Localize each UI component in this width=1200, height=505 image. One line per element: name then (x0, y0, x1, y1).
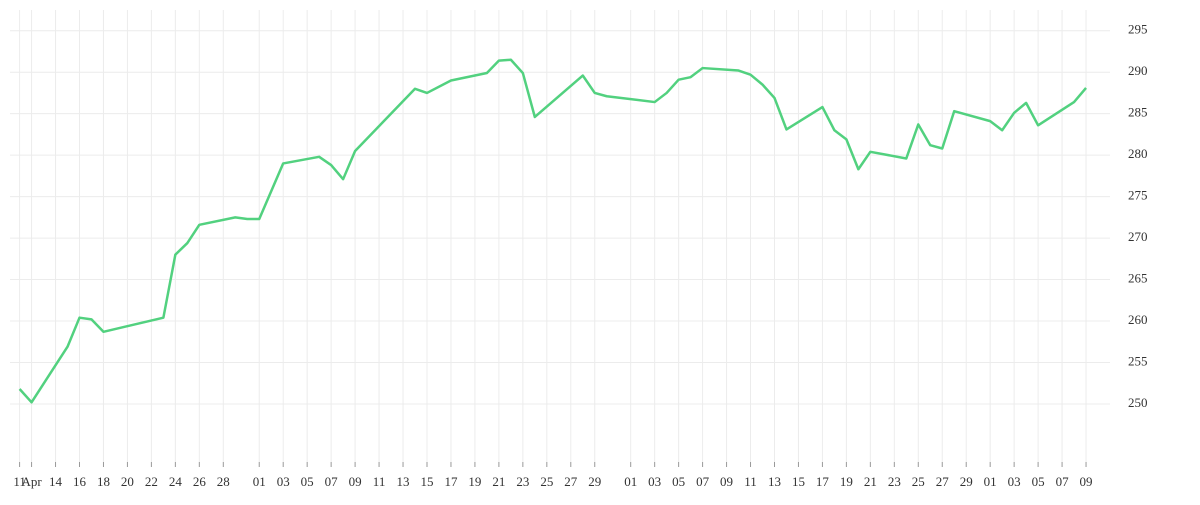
x-tick-label: 21 (492, 474, 505, 489)
x-tick-label: 15 (792, 474, 805, 489)
x-tick-label: 01 (624, 474, 637, 489)
x-tick-label: 07 (325, 474, 339, 489)
x-tick-label: 14 (49, 474, 63, 489)
x-tick-label: Apr (21, 474, 42, 489)
x-tick-label: 13 (768, 474, 781, 489)
x-tick-label: 19 (468, 474, 481, 489)
y-tick-label: 290 (1128, 63, 1148, 78)
x-tick-label: 07 (1056, 474, 1070, 489)
x-tick-label: 05 (1032, 474, 1045, 489)
price-line (18, 58, 1087, 404)
x-tick-label: 16 (73, 474, 87, 489)
x-tick-label: 07 (696, 474, 710, 489)
x-tick-label: 09 (720, 474, 733, 489)
x-tick-label: 15 (420, 474, 433, 489)
x-tick-label: 27 (564, 474, 578, 489)
y-tick-label: 265 (1128, 271, 1148, 286)
x-tick-label: 03 (1008, 474, 1021, 489)
x-tick-label: 29 (588, 474, 601, 489)
y-tick-label: 280 (1128, 146, 1148, 161)
y-tick-label: 250 (1128, 395, 1148, 410)
x-tick-label: 11 (744, 474, 757, 489)
x-tick-label: 01 (984, 474, 997, 489)
x-tick-label: 17 (444, 474, 458, 489)
x-tick-label: 23 (516, 474, 529, 489)
y-tick-label: 255 (1128, 353, 1148, 368)
x-tick-label: 23 (888, 474, 901, 489)
x-tick-label: 22 (145, 474, 158, 489)
x-tick-label: 21 (864, 474, 877, 489)
x-tick-label: 28 (217, 474, 230, 489)
x-tick-label: 18 (97, 474, 110, 489)
x-tick-label: 29 (960, 474, 973, 489)
x-tick-label: 27 (936, 474, 950, 489)
x-tick-label: 19 (840, 474, 853, 489)
x-tick-label: 13 (397, 474, 410, 489)
y-tick-label: 260 (1128, 312, 1148, 327)
y-tick-label: 285 (1128, 105, 1148, 120)
y-tick-label: 275 (1128, 188, 1148, 203)
x-tick-label: 11 (13, 474, 26, 489)
x-tick-label: 01 (253, 474, 266, 489)
x-tick-label: 09 (349, 474, 362, 489)
x-tick-label: 25 (540, 474, 553, 489)
x-tick-label: 09 (1080, 474, 1093, 489)
x-tick-label: 03 (277, 474, 290, 489)
y-tick-label: 295 (1128, 22, 1148, 37)
x-tick-label: 25 (912, 474, 925, 489)
x-tick-label: 11 (373, 474, 386, 489)
x-tick-label: 26 (193, 474, 207, 489)
y-tick-label: 270 (1128, 229, 1148, 244)
x-tick-label: 05 (301, 474, 314, 489)
x-tick-label: 17 (816, 474, 830, 489)
x-tick-label: 20 (121, 474, 134, 489)
x-tick-label: 24 (169, 474, 183, 489)
x-tick-label: 05 (672, 474, 685, 489)
x-tick-label: 03 (648, 474, 661, 489)
